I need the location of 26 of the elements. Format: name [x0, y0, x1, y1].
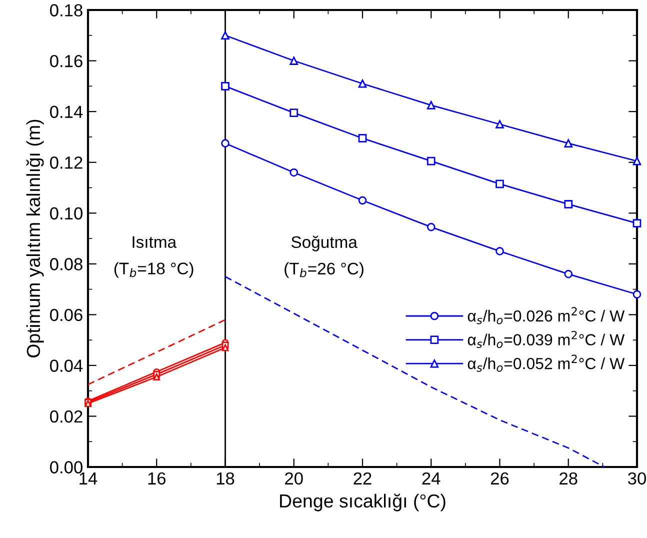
x-tick-label: 22	[354, 472, 372, 484]
y-tick-label: 0.02	[50, 410, 82, 423]
y-tick-label: 0.14	[50, 106, 83, 118]
legend-label: α$_{s}$/h$_{o}$=0.026 m$^{2}$°C / W	[468, 307, 625, 324]
x-tick-label: 14	[80, 472, 98, 484]
legend-label: α$_{s}$/h$_{o}$=0.052 m$^{2}$°C / W	[468, 354, 625, 372]
y-tick-label: 0.10	[50, 207, 82, 220]
y-tick-label: 0.04	[50, 360, 83, 372]
y-tick-label: 0.12	[50, 156, 82, 169]
x-tick-label: 18	[216, 472, 234, 485]
annotation: Soğutma (T$_{b}$=26 °C)	[284, 236, 364, 278]
y-tick-label: 0.00	[50, 461, 82, 474]
x-tick-label: 16	[148, 472, 166, 485]
x-tick-label: 20	[285, 472, 303, 485]
x-tick-label: 26	[490, 472, 509, 485]
y-tick-label: 0.06	[50, 308, 82, 322]
x-tick-label: 28	[560, 472, 578, 485]
y-tick-label: 0.16	[50, 54, 82, 68]
x-tick-label: 30	[628, 472, 646, 485]
x-axis-title: Denge sıcaklığı (°C)	[280, 494, 446, 512]
annotation: Isıtma (T$_{b}$=18 °C)	[114, 236, 194, 278]
x-tick-label: 24	[422, 472, 440, 484]
legend-label: α$_{s}$/h$_{o}$=0.039 m$^{2}$°C / W	[468, 330, 625, 348]
y-tick-label: 0.08	[50, 258, 82, 270]
y-tick-label: 0.18	[50, 4, 82, 16]
y-axis-title: Optimum yalıtım kalınlığı (m)	[26, 120, 44, 358]
